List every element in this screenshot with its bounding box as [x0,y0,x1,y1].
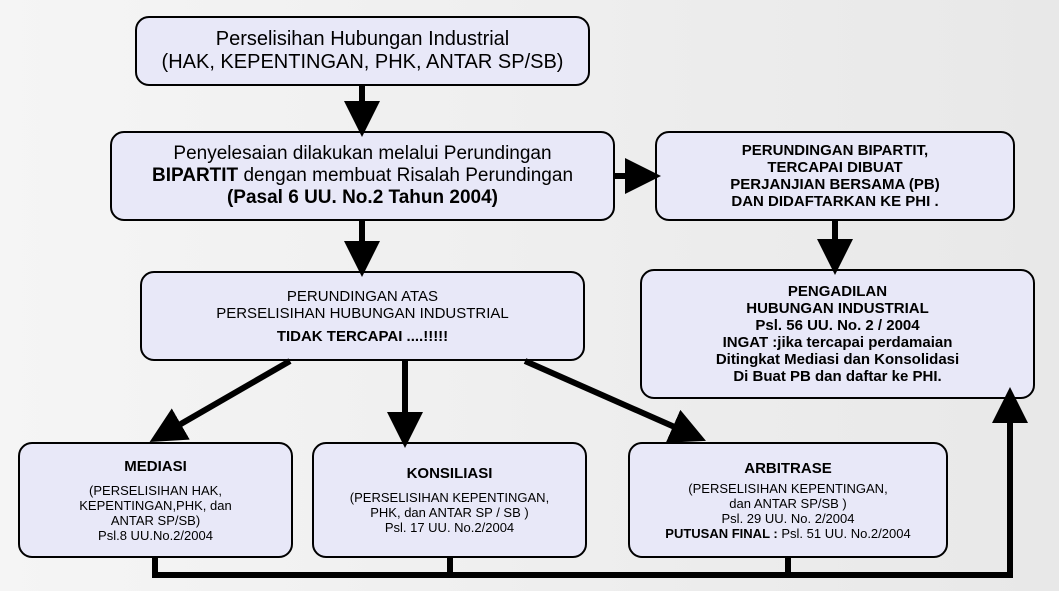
node-pg-l6: Di Buat PB dan daftar ke PHI. [733,368,941,385]
node-bipartit-line3: (Pasal 6 UU. No.2 Tahun 2004) [227,187,498,209]
node-pb-l1: PERUNDINGAN BIPARTIT, [742,142,928,159]
node-pengadilan: PENGADILAN HUBUNGAN INDUSTRIAL Psl. 56 U… [640,269,1035,399]
node-tt-l2: PERSELISIHAN HUBUNGAN INDUSTRIAL [216,305,509,322]
node-bipartit-bold: BIPARTIT [152,165,238,186]
node-pg-l3: Psl. 56 UU. No. 2 / 2004 [755,317,919,334]
node-mediasi-title: MEDIASI [124,458,187,475]
node-bipartit-line1: Penyelesaian dilakukan melalui Perunding… [173,143,551,165]
node-pg-l1: PENGADILAN [788,283,887,300]
node-arbitrase-l1: (PERSELISIHAN KEPENTINGAN, [688,481,887,496]
node-pb-l2: TERCAPAI DIBUAT [767,159,902,176]
node-arbitrase-l4-post: Psl. 51 UU. No.2/2004 [778,526,911,541]
node-arbitrase-title: ARBITRASE [744,460,832,477]
node-pg-l2: HUBUNGAN INDUSTRIAL [746,300,929,317]
node-mediasi-l1: (PERSELISIHAN HAK, [89,483,222,498]
node-arbitrase-l2: dan ANTAR SP/SB ) [729,496,847,511]
node-bipartit: Penyelesaian dilakukan melalui Perunding… [110,131,615,221]
node-mediasi-l3: ANTAR SP/SB) [111,513,200,528]
node-konsiliasi-title: KONSILIASI [407,465,493,482]
node-bipartit-line2: BIPARTIT dengan membuat Risalah Perundin… [152,165,573,187]
node-bipartit-line2-post: dengan membuat Risalah Perundingan [238,165,573,186]
node-arbitrase-l3: Psl. 29 UU. No. 2/2004 [722,511,855,526]
node-arbitrase-l4: PUTUSAN FINAL : Psl. 51 UU. No.2/2004 [665,526,910,541]
node-pg-l5: Ditingkat Mediasi dan Konsolidasi [716,351,959,368]
node-tt-l3: TIDAK TERCAPAI ....!!!!! [277,328,448,345]
node-tt-l1: PERUNDINGAN ATAS [287,288,438,305]
node-pb-daftar: PERUNDINGAN BIPARTIT, TERCAPAI DIBUAT PE… [655,131,1015,221]
node-root: Perselisihan Hubungan Industrial (HAK, K… [135,16,590,86]
node-mediasi-l4: Psl.8 UU.No.2/2004 [98,528,213,543]
node-konsiliasi-l1: (PERSELISIHAN KEPENTINGAN, [350,490,549,505]
node-pg-l4: INGAT :jika tercapai perdamaian [723,334,953,351]
node-mediasi-l2: KEPENTINGAN,PHK, dan [79,498,231,513]
node-root-line1: Perselisihan Hubungan Industrial [216,28,510,51]
node-pb-l4: DAN DIDAFTARKAN KE PHI . [731,193,938,210]
node-konsiliasi: KONSILIASI (PERSELISIHAN KEPENTINGAN, PH… [312,442,587,558]
node-tidak-tercapai: PERUNDINGAN ATAS PERSELISIHAN HUBUNGAN I… [140,271,585,361]
node-arbitrase: ARBITRASE (PERSELISIHAN KEPENTINGAN, dan… [628,442,948,558]
node-mediasi: MEDIASI (PERSELISIHAN HAK, KEPENTINGAN,P… [18,442,293,558]
node-root-line2: (HAK, KEPENTINGAN, PHK, ANTAR SP/SB) [162,51,564,74]
node-konsiliasi-l2: PHK, dan ANTAR SP / SB ) [370,505,528,520]
node-pb-l3: PERJANJIAN BERSAMA (PB) [730,176,939,193]
node-konsiliasi-l3: Psl. 17 UU. No.2/2004 [385,520,514,535]
node-arbitrase-l4-pre: PUTUSAN FINAL : [665,526,777,541]
